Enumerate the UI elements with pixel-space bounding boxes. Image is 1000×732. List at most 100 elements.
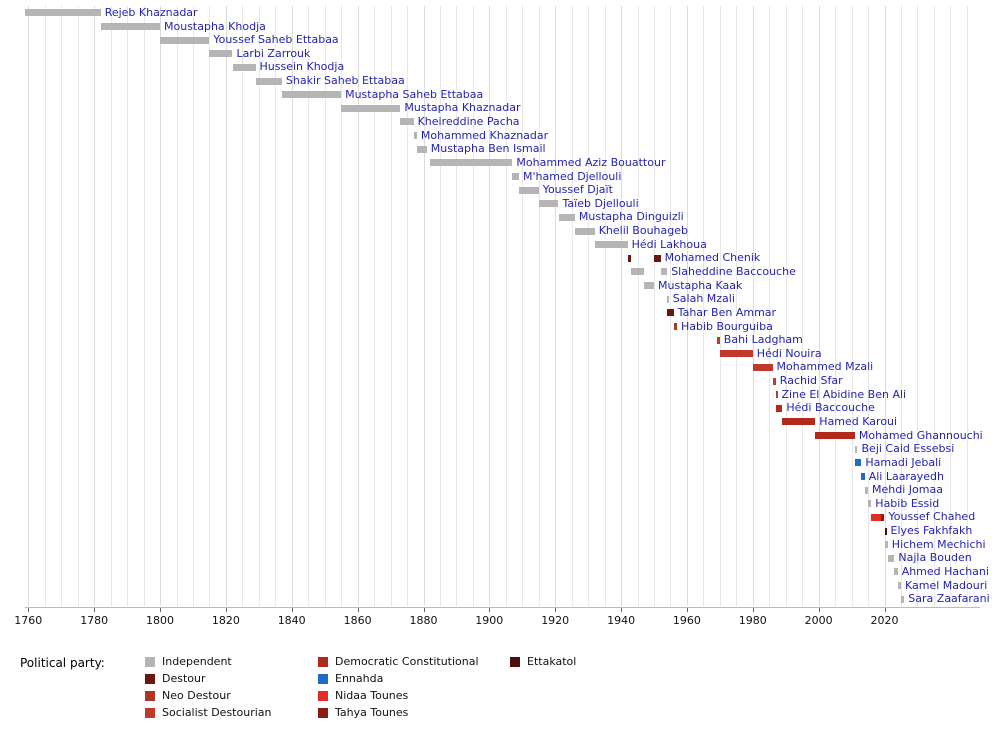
person-label[interactable]: Kheireddine Pacha — [417, 114, 520, 128]
legend-label: Neo Destour — [162, 689, 231, 702]
gridline — [308, 6, 310, 606]
timeline-bar[interactable] — [782, 418, 816, 426]
timeline-bar[interactable] — [100, 23, 160, 30]
person-label[interactable]: Hamadi Jebali — [865, 455, 942, 469]
gridline — [110, 6, 112, 606]
timeline-bar[interactable] — [897, 582, 901, 589]
person-label[interactable]: Shakir Saheb Ettabaa — [285, 74, 405, 87]
person-label[interactable]: Ahmed Hachani — [901, 564, 989, 578]
person-label[interactable]: Youssef Chahed — [888, 510, 976, 524]
person-label[interactable]: Khelil Bouhageb — [598, 224, 688, 237]
timeline-bar[interactable] — [160, 36, 210, 44]
person-label[interactable]: Rachid Sfar — [779, 374, 843, 387]
person-label[interactable]: M'hamed Djellouli — [523, 169, 622, 183]
timeline-bar[interactable] — [901, 595, 905, 603]
person-label[interactable]: Mustapha Ben Ismail — [430, 142, 546, 156]
person-label[interactable]: Sara Zaafarani — [908, 592, 990, 606]
timeline-bar[interactable] — [558, 213, 575, 221]
person-label[interactable]: Habib Essid — [875, 496, 940, 510]
timeline-bar[interactable] — [594, 241, 628, 249]
timeline-bar[interactable] — [512, 173, 519, 180]
gridline — [522, 6, 524, 606]
person-label[interactable]: Rejeb Khaznadar — [104, 5, 198, 19]
person-label[interactable]: Larbi Zarrouk — [236, 46, 311, 60]
timeline-bar[interactable] — [400, 118, 414, 126]
person-label[interactable]: Hédi Lakhoua — [631, 237, 707, 251]
timeline-bar[interactable] — [538, 200, 559, 208]
person-label[interactable]: Mustapha Kaak — [658, 278, 743, 292]
timeline-bar[interactable] — [430, 159, 513, 167]
timeline-bar[interactable] — [644, 282, 654, 289]
timeline-bar[interactable] — [627, 254, 631, 262]
timeline-bar[interactable] — [815, 432, 855, 439]
timeline-bar[interactable] — [660, 268, 668, 276]
gridline — [423, 6, 425, 606]
person-label[interactable]: Mohammed Khaznadar — [420, 128, 549, 142]
person-label[interactable]: Najla Bouden — [898, 551, 972, 565]
person-label[interactable]: Youssef Djaït — [542, 183, 613, 197]
timeline-bar[interactable] — [868, 500, 872, 508]
person-label[interactable]: Mehdi Jomaa — [872, 483, 943, 497]
person-label[interactable]: Salah Mzali — [672, 292, 735, 306]
person-label[interactable]: Beji Caid Essebsi — [861, 442, 955, 456]
person-label[interactable]: Mohamed Chenik — [664, 251, 761, 265]
person-label[interactable]: Ali Laarayedh — [868, 469, 944, 483]
timeline-bar[interactable] — [281, 91, 342, 99]
timeline-bar[interactable] — [232, 63, 256, 71]
person-label[interactable]: Moustapha Khodja — [164, 19, 266, 33]
person-label[interactable]: Elyes Fakhfakh — [890, 524, 973, 537]
timeline-bar[interactable] — [884, 541, 888, 549]
person-label[interactable]: Youssef Saheb Ettabaa — [213, 33, 339, 47]
person-label[interactable]: Mustapha Dinguizli — [578, 210, 684, 224]
timeline-bar[interactable] — [881, 513, 885, 521]
timeline-bar[interactable] — [772, 377, 776, 385]
person-label[interactable]: Bahi Ladgham — [723, 333, 803, 347]
timeline-bar[interactable] — [519, 186, 539, 194]
person-label[interactable]: Hamed Karoui — [819, 414, 898, 428]
timeline-bar[interactable] — [752, 363, 773, 371]
timeline-bar[interactable] — [894, 568, 898, 576]
timeline-bar[interactable] — [574, 227, 595, 235]
timeline-bar[interactable] — [667, 309, 674, 317]
timeline-bar[interactable] — [667, 295, 670, 303]
timeline-bar[interactable] — [775, 391, 778, 399]
timeline-bar[interactable] — [861, 473, 865, 480]
timeline-bar[interactable] — [654, 254, 661, 262]
person-label[interactable]: Slaheddine Baccouche — [671, 264, 796, 278]
timeline-bar[interactable] — [854, 459, 862, 467]
timeline-bar[interactable] — [871, 513, 882, 521]
legend-label: Ettakatol — [527, 655, 577, 668]
person-label[interactable]: Mohamed Ghannouchi — [858, 428, 983, 442]
timeline-bar[interactable] — [255, 77, 282, 85]
timeline-bar[interactable] — [854, 445, 858, 453]
timeline-bar[interactable] — [775, 404, 783, 412]
timeline-bar[interactable] — [416, 145, 427, 153]
person-label[interactable]: Hussein Khodja — [259, 60, 345, 74]
person-label[interactable]: Mustapha Saheb Ettabaa — [345, 87, 484, 101]
person-label[interactable]: Habib Bourguiba — [681, 319, 773, 333]
person-label[interactable]: Hichem Mechichi — [891, 537, 986, 551]
legend-title: Political party: — [20, 656, 105, 670]
timeline-bar[interactable] — [413, 132, 417, 139]
timeline-bar[interactable] — [25, 9, 101, 17]
person-label[interactable]: Mohammed Aziz Bouattour — [516, 155, 666, 169]
person-label[interactable]: Taïeb Djellouli — [562, 196, 639, 210]
timeline-bar[interactable] — [884, 527, 887, 535]
timeline-bar[interactable] — [719, 350, 753, 358]
gridline — [670, 6, 672, 606]
timeline-bar[interactable] — [673, 323, 677, 330]
person-label[interactable]: Mustapha Khaznadar — [404, 101, 521, 115]
person-label[interactable]: Hédi Baccouche — [786, 401, 875, 415]
timeline-bar[interactable] — [341, 104, 401, 112]
person-label[interactable]: Hédi Nouira — [756, 346, 822, 360]
person-label[interactable]: Zine El Abidine Ben Ali — [781, 387, 907, 401]
timeline-bar[interactable] — [716, 336, 720, 344]
timeline-bar[interactable] — [630, 268, 645, 276]
timeline-bar[interactable] — [209, 50, 233, 58]
timeline-bar[interactable] — [864, 486, 868, 494]
legend-swatch-socialist_destourian — [145, 707, 155, 718]
person-label[interactable]: Tahar Ben Ammar — [677, 305, 777, 319]
person-label[interactable]: Kamel Madouri — [905, 578, 988, 592]
person-label[interactable]: Mohammed Mzali — [776, 360, 874, 374]
timeline-bar[interactable] — [887, 554, 895, 562]
